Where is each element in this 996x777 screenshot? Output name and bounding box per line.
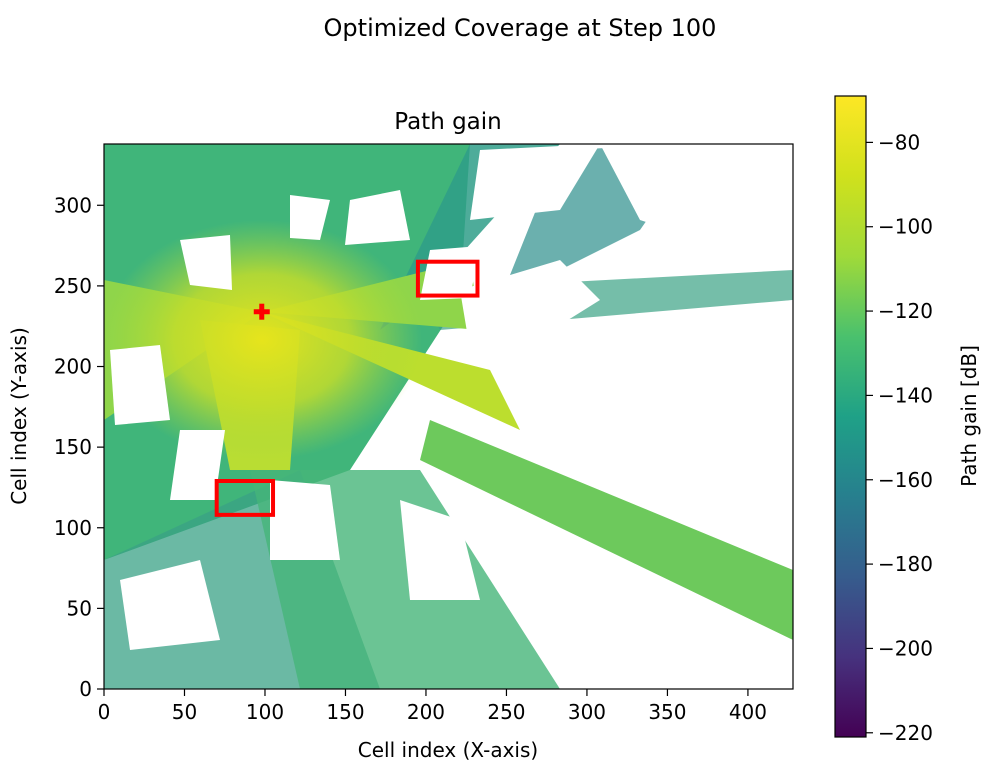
x-tick-label: 200 xyxy=(407,700,445,724)
coverage-heatmap xyxy=(104,144,793,689)
region-box xyxy=(415,259,480,298)
y-tick-label: 0 xyxy=(79,677,92,701)
y-axis-ticks: 0 50 100 150 200 250 300 xyxy=(54,193,104,701)
colorbar-ticks: −80 −100 −120 −140 −160 −180 −200 −220 xyxy=(866,130,933,745)
x-axis-ticks: 0 50 100 150 200 250 300 350 400 xyxy=(98,689,767,724)
y-tick-label: 100 xyxy=(54,516,92,540)
colorbar-tick-label: −80 xyxy=(878,130,920,154)
y-tick-label: 150 xyxy=(54,435,92,459)
x-tick-label: 400 xyxy=(729,700,767,724)
y-tick-label: 200 xyxy=(54,355,92,379)
x-tick-label: 100 xyxy=(246,700,284,724)
plot-frame xyxy=(103,143,794,690)
x-tick-label: 0 xyxy=(98,700,111,724)
y-tick-label: 250 xyxy=(54,274,92,298)
y-axis-label: Cell index (Y-axis) xyxy=(7,327,31,505)
figure-suptitle: Optimized Coverage at Step 100 xyxy=(324,14,717,42)
y-tick-label: 50 xyxy=(67,596,92,620)
colorbar-tick-label: −200 xyxy=(878,636,933,660)
coverage-regions xyxy=(104,144,793,689)
region-boxes xyxy=(214,259,480,517)
colorbar xyxy=(834,95,867,738)
x-tick-label: 250 xyxy=(487,700,525,724)
x-axis-label: Cell index (X-axis) xyxy=(358,738,538,762)
chart-title: Path gain xyxy=(394,109,502,135)
colorbar-tick-label: −120 xyxy=(878,299,933,323)
colorbar-tick-label: −160 xyxy=(878,468,933,492)
region-box xyxy=(214,478,276,517)
colorbar-tick-label: −220 xyxy=(878,721,933,745)
colorbar-label: Path gain [dB] xyxy=(957,345,981,487)
x-tick-label: 50 xyxy=(172,700,197,724)
x-tick-label: 150 xyxy=(326,700,364,724)
colorbar-tick-label: −180 xyxy=(878,552,933,576)
colorbar-tick-label: −100 xyxy=(878,215,933,239)
colorbar-tick-label: −140 xyxy=(878,383,933,407)
x-tick-label: 350 xyxy=(648,700,686,724)
x-tick-label: 300 xyxy=(568,700,606,724)
y-tick-label: 300 xyxy=(54,193,92,217)
transmitter-marker xyxy=(253,303,270,320)
